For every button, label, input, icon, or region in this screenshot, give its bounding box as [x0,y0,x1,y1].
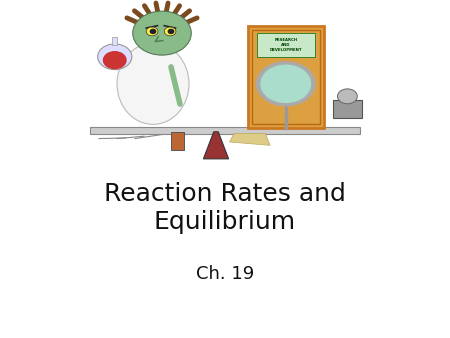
Circle shape [261,65,310,102]
Text: RESEARCH
AND
DEVELOPMENT: RESEARCH AND DEVELOPMENT [270,38,302,52]
Text: Reaction Rates and
Equilibrium: Reaction Rates and Equilibrium [104,182,346,234]
Circle shape [164,27,176,36]
Circle shape [150,29,156,33]
Circle shape [133,11,191,55]
Ellipse shape [117,43,189,124]
Bar [256,33,315,57]
Bar [333,100,362,118]
Circle shape [256,62,315,106]
Bar [252,30,320,124]
Circle shape [338,89,357,104]
Polygon shape [203,132,229,159]
Text: Ch. 19: Ch. 19 [196,265,254,283]
Bar [248,26,324,128]
Circle shape [146,27,158,36]
Bar [112,37,117,45]
Circle shape [98,44,132,70]
Circle shape [168,29,174,33]
Bar [171,132,184,150]
Circle shape [104,52,126,69]
Polygon shape [230,134,270,145]
Bar [90,127,360,134]
